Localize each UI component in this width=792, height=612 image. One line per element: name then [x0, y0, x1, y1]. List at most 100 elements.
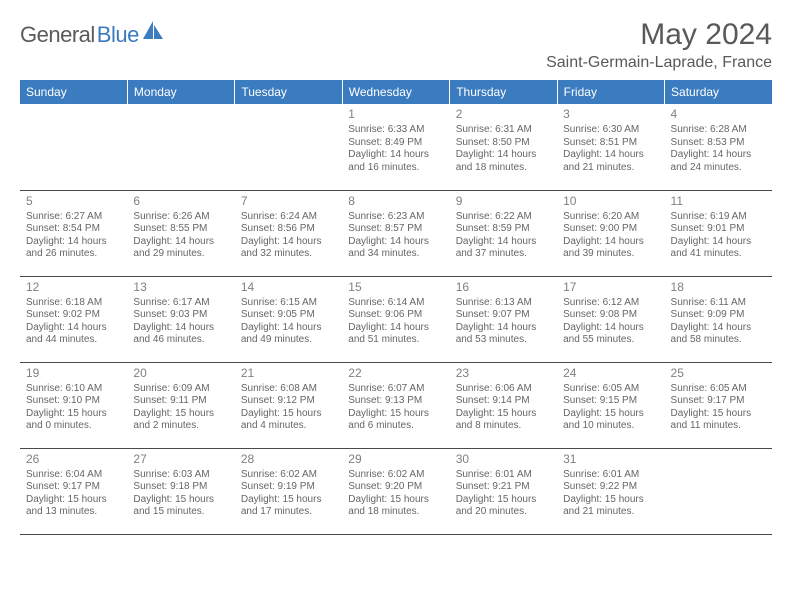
cell-sunrise: Sunrise: 6:33 AM — [348, 124, 443, 137]
cell-sunrise: Sunrise: 6:17 AM — [133, 297, 228, 310]
calendar-cell: 7Sunrise: 6:24 AMSunset: 8:56 PMDaylight… — [235, 190, 342, 276]
calendar-cell: 21Sunrise: 6:08 AMSunset: 9:12 PMDayligh… — [235, 362, 342, 448]
cell-daylight1: Daylight: 15 hours — [348, 408, 443, 421]
logo: GeneralBlue — [20, 22, 165, 48]
cell-sunrise: Sunrise: 6:28 AM — [671, 124, 766, 137]
day-number: 21 — [241, 366, 336, 381]
cell-daylight1: Daylight: 15 hours — [671, 408, 766, 421]
day-number: 29 — [348, 452, 443, 467]
cell-daylight1: Daylight: 15 hours — [348, 494, 443, 507]
cell-sunset: Sunset: 9:03 PM — [133, 309, 228, 322]
cell-sunrise: Sunrise: 6:05 AM — [671, 383, 766, 396]
cell-sunrise: Sunrise: 6:11 AM — [671, 297, 766, 310]
calendar-cell: 9Sunrise: 6:22 AMSunset: 8:59 PMDaylight… — [450, 190, 557, 276]
cell-sunrise: Sunrise: 6:23 AM — [348, 211, 443, 224]
calendar-body: 1Sunrise: 6:33 AMSunset: 8:49 PMDaylight… — [20, 104, 772, 534]
cell-daylight1: Daylight: 14 hours — [671, 322, 766, 335]
cell-sunrise: Sunrise: 6:10 AM — [26, 383, 121, 396]
cell-daylight2: and 13 minutes. — [26, 506, 121, 519]
day-number: 14 — [241, 280, 336, 295]
cell-daylight2: and 8 minutes. — [456, 420, 551, 433]
day-number: 27 — [133, 452, 228, 467]
calendar-cell — [665, 448, 772, 534]
cell-daylight2: and 44 minutes. — [26, 334, 121, 347]
cell-sunrise: Sunrise: 6:26 AM — [133, 211, 228, 224]
day-number: 31 — [563, 452, 658, 467]
cell-sunset: Sunset: 9:10 PM — [26, 395, 121, 408]
cell-sunrise: Sunrise: 6:04 AM — [26, 469, 121, 482]
cell-daylight1: Daylight: 14 hours — [456, 236, 551, 249]
cell-daylight1: Daylight: 15 hours — [241, 494, 336, 507]
cell-sunset: Sunset: 9:20 PM — [348, 481, 443, 494]
logo-sail-icon — [143, 21, 165, 44]
calendar-cell: 8Sunrise: 6:23 AMSunset: 8:57 PMDaylight… — [342, 190, 449, 276]
day-number: 13 — [133, 280, 228, 295]
cell-sunrise: Sunrise: 6:01 AM — [456, 469, 551, 482]
cell-daylight2: and 51 minutes. — [348, 334, 443, 347]
day-number: 2 — [456, 107, 551, 122]
calendar-cell: 27Sunrise: 6:03 AMSunset: 9:18 PMDayligh… — [127, 448, 234, 534]
cell-sunrise: Sunrise: 6:12 AM — [563, 297, 658, 310]
calendar-table: Sunday Monday Tuesday Wednesday Thursday… — [20, 80, 772, 535]
calendar-cell: 12Sunrise: 6:18 AMSunset: 9:02 PMDayligh… — [20, 276, 127, 362]
cell-daylight2: and 10 minutes. — [563, 420, 658, 433]
calendar-cell: 28Sunrise: 6:02 AMSunset: 9:19 PMDayligh… — [235, 448, 342, 534]
title-block: May 2024 Saint-Germain-Laprade, France — [546, 18, 772, 72]
cell-sunrise: Sunrise: 6:14 AM — [348, 297, 443, 310]
calendar-cell: 16Sunrise: 6:13 AMSunset: 9:07 PMDayligh… — [450, 276, 557, 362]
cell-sunset: Sunset: 8:56 PM — [241, 223, 336, 236]
day-number: 15 — [348, 280, 443, 295]
calendar-cell: 14Sunrise: 6:15 AMSunset: 9:05 PMDayligh… — [235, 276, 342, 362]
calendar-cell: 11Sunrise: 6:19 AMSunset: 9:01 PMDayligh… — [665, 190, 772, 276]
calendar-cell: 1Sunrise: 6:33 AMSunset: 8:49 PMDaylight… — [342, 104, 449, 190]
calendar-cell: 23Sunrise: 6:06 AMSunset: 9:14 PMDayligh… — [450, 362, 557, 448]
cell-sunrise: Sunrise: 6:24 AM — [241, 211, 336, 224]
cell-daylight2: and 58 minutes. — [671, 334, 766, 347]
day-number: 8 — [348, 194, 443, 209]
cell-sunset: Sunset: 8:57 PM — [348, 223, 443, 236]
cell-daylight1: Daylight: 15 hours — [456, 494, 551, 507]
day-number: 5 — [26, 194, 121, 209]
cell-sunset: Sunset: 9:12 PM — [241, 395, 336, 408]
cell-sunrise: Sunrise: 6:03 AM — [133, 469, 228, 482]
calendar-cell — [20, 104, 127, 190]
logo-text-2: Blue — [97, 22, 139, 48]
cell-sunset: Sunset: 9:00 PM — [563, 223, 658, 236]
cell-daylight2: and 21 minutes. — [563, 162, 658, 175]
cell-sunrise: Sunrise: 6:30 AM — [563, 124, 658, 137]
calendar-row: 1Sunrise: 6:33 AMSunset: 8:49 PMDaylight… — [20, 104, 772, 190]
calendar-cell: 3Sunrise: 6:30 AMSunset: 8:51 PMDaylight… — [557, 104, 664, 190]
calendar-cell: 24Sunrise: 6:05 AMSunset: 9:15 PMDayligh… — [557, 362, 664, 448]
cell-daylight1: Daylight: 15 hours — [563, 494, 658, 507]
calendar-cell: 25Sunrise: 6:05 AMSunset: 9:17 PMDayligh… — [665, 362, 772, 448]
cell-daylight1: Daylight: 14 hours — [456, 149, 551, 162]
cell-sunset: Sunset: 8:50 PM — [456, 137, 551, 150]
cell-daylight2: and 11 minutes. — [671, 420, 766, 433]
month-title: May 2024 — [546, 18, 772, 52]
calendar-cell: 17Sunrise: 6:12 AMSunset: 9:08 PMDayligh… — [557, 276, 664, 362]
page-header: GeneralBlue May 2024 Saint-Germain-Lapra… — [20, 18, 772, 72]
cell-sunset: Sunset: 8:51 PM — [563, 137, 658, 150]
cell-daylight2: and 53 minutes. — [456, 334, 551, 347]
day-number: 4 — [671, 107, 766, 122]
cell-sunset: Sunset: 9:14 PM — [456, 395, 551, 408]
day-number: 9 — [456, 194, 551, 209]
cell-sunset: Sunset: 8:59 PM — [456, 223, 551, 236]
cell-sunrise: Sunrise: 6:13 AM — [456, 297, 551, 310]
cell-sunset: Sunset: 8:53 PM — [671, 137, 766, 150]
cell-daylight1: Daylight: 14 hours — [563, 149, 658, 162]
calendar-cell: 18Sunrise: 6:11 AMSunset: 9:09 PMDayligh… — [665, 276, 772, 362]
day-number: 20 — [133, 366, 228, 381]
cell-daylight2: and 18 minutes. — [456, 162, 551, 175]
cell-sunset: Sunset: 9:17 PM — [26, 481, 121, 494]
cell-sunset: Sunset: 9:08 PM — [563, 309, 658, 322]
cell-sunrise: Sunrise: 6:02 AM — [241, 469, 336, 482]
cell-daylight1: Daylight: 14 hours — [133, 322, 228, 335]
cell-daylight1: Daylight: 14 hours — [241, 322, 336, 335]
cell-daylight1: Daylight: 14 hours — [671, 236, 766, 249]
logo-text-1: General — [20, 22, 95, 48]
cell-sunrise: Sunrise: 6:07 AM — [348, 383, 443, 396]
cell-daylight2: and 16 minutes. — [348, 162, 443, 175]
cell-sunset: Sunset: 9:01 PM — [671, 223, 766, 236]
calendar-cell: 22Sunrise: 6:07 AMSunset: 9:13 PMDayligh… — [342, 362, 449, 448]
